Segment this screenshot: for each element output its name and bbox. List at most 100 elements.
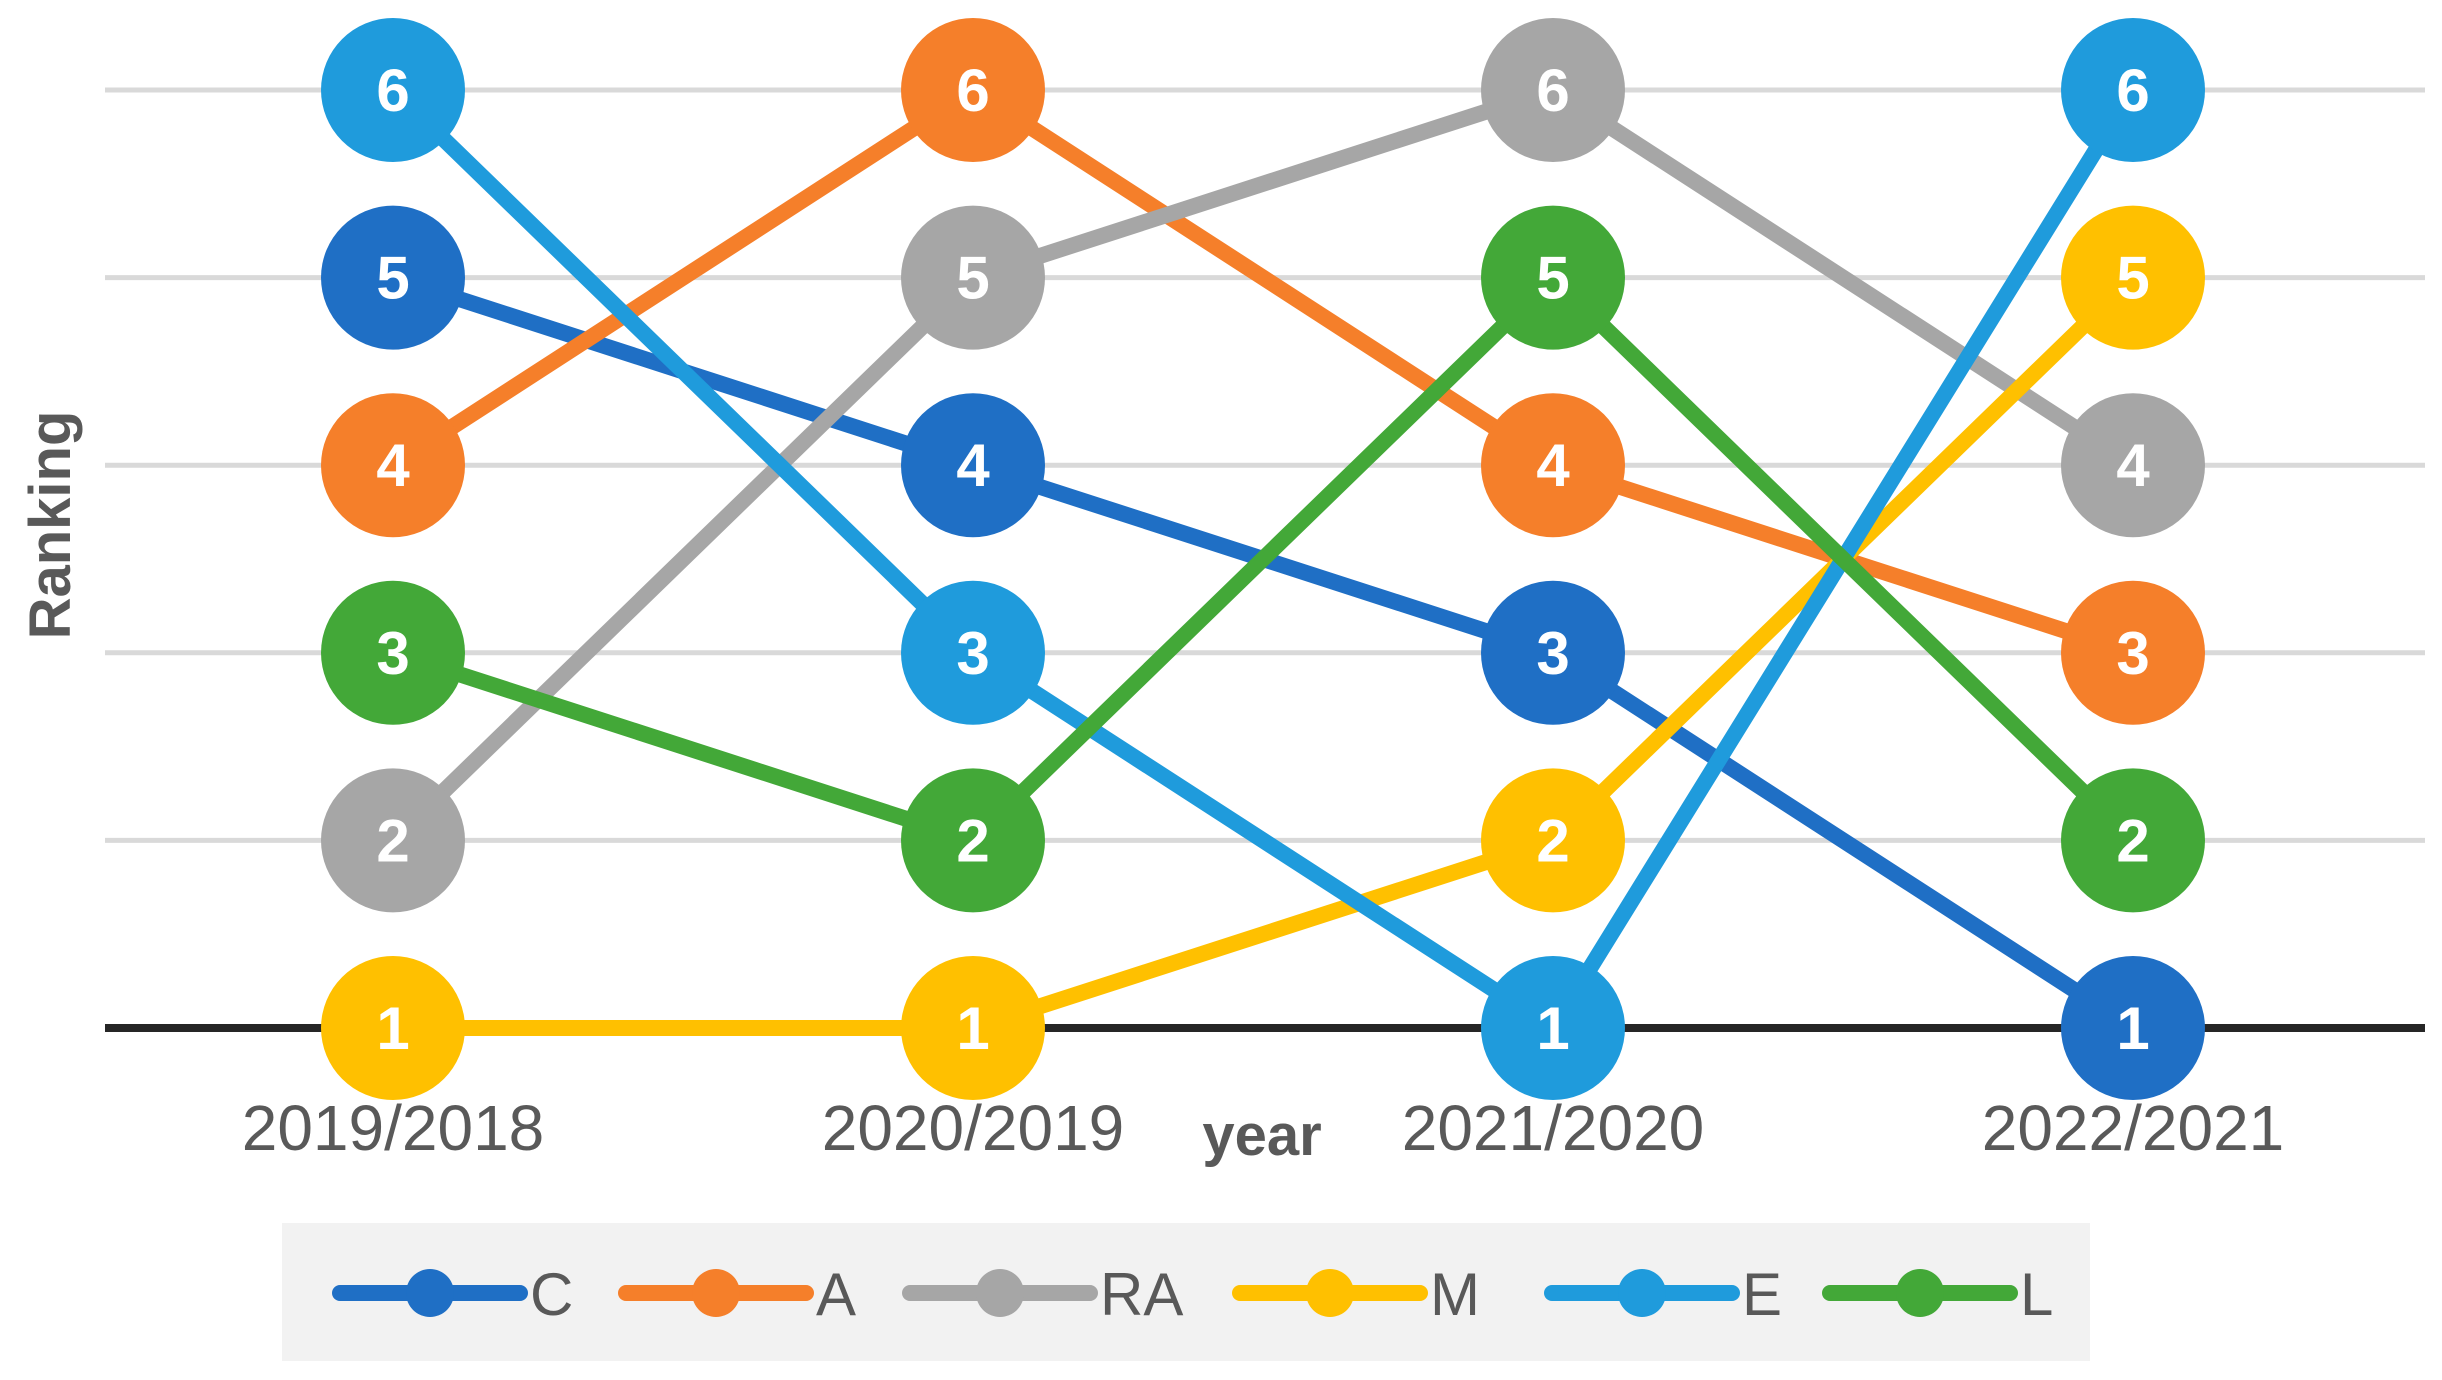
data-point-marker [2061,393,2205,538]
data-point-label: 5 [376,245,409,312]
data-point-c: 3 [1481,580,1625,725]
data-point-label: 1 [2116,995,2149,1062]
data-point-label: 2 [1536,807,1569,874]
x-tick-label: 2020/2019 [822,1092,1125,1164]
data-point-a: 4 [321,393,465,538]
x-tick-label: 2022/2021 [1982,1092,2285,1164]
x-tick-labels: 2019/2018 2020/2019 2021/2020 2022/2021 [242,1092,2285,1164]
x-tick-label: 2019/2018 [242,1092,545,1164]
data-point-m: 5 [2061,205,2205,350]
data-point-e: 6 [321,18,465,162]
data-point-label: 6 [2116,57,2149,124]
data-point-marker [901,205,1045,350]
data-point-marker [321,205,465,350]
data-point-label: 3 [956,620,989,687]
data-point-marker [2061,580,2205,725]
data-point-label: 2 [2116,807,2149,874]
data-point-a: 6 [901,18,1045,162]
data-point-marker [321,18,465,162]
data-point-c: 1 [2061,956,2205,1100]
data-point-marker [1481,956,1625,1100]
legend-background [282,1223,2090,1361]
data-point-marker [901,18,1045,162]
legend-swatch-marker [1896,1269,1944,1317]
legend-item-a[interactable]: A [618,1261,856,1328]
legend-label: C [530,1261,573,1328]
data-point-marker [1481,18,1625,162]
data-point-label: 4 [2116,432,2150,499]
data-point-a: 3 [2061,580,2205,725]
legend-item-ra[interactable]: RA [902,1261,1183,1328]
legend-label: E [1742,1261,1782,1328]
data-point-ra: 4 [2061,393,2205,538]
data-point-marker [1481,205,1625,350]
legend-label: A [816,1261,856,1328]
legend-swatch-marker [406,1269,454,1317]
data-point-label: 1 [956,995,989,1062]
data-point-ra: 5 [901,205,1045,350]
data-point-label: 5 [2116,245,2149,312]
data-point-l: 2 [901,768,1045,913]
data-point-marker [321,393,465,538]
data-point-marker [901,393,1045,538]
data-point-l: 2 [2061,768,2205,913]
legend-item-c[interactable]: C [332,1261,573,1328]
data-point-label: 3 [1536,620,1569,687]
data-point-marker [1481,393,1625,538]
legend-swatch-marker [1306,1269,1354,1317]
data-point-m: 2 [1481,768,1625,913]
data-point-marker [2061,18,2205,162]
data-point-marker [1481,580,1625,725]
legend-item-l[interactable]: L [1822,1261,2053,1328]
legend-item-e[interactable]: E [1544,1261,1782,1328]
data-point-c: 4 [901,393,1045,538]
data-point-marker [321,768,465,913]
series-markers: 5 4 3 1 4 6 4 3 2 5 6 4 1 1 2 5 6 3 1 6 3 2 5 2 [321,18,2205,1100]
data-point-a: 4 [1481,393,1625,538]
legend[interactable]: C A RA M E L [282,1223,2090,1361]
data-point-marker [901,580,1045,725]
data-point-label: 6 [956,57,989,124]
data-point-marker [321,956,465,1100]
data-point-label: 1 [376,995,409,1062]
data-point-marker [901,956,1045,1100]
series-lines [385,82,2141,1036]
x-axis-title: year [1202,1103,1321,1168]
data-point-e: 1 [1481,956,1625,1100]
data-point-label: 3 [376,620,409,687]
data-point-label: 4 [376,432,410,499]
legend-swatch-marker [976,1269,1024,1317]
legend-label: L [2020,1261,2053,1328]
data-point-label: 5 [1536,245,1569,312]
data-point-label: 2 [376,807,409,874]
data-point-e: 6 [2061,18,2205,162]
data-point-m: 1 [901,956,1045,1100]
data-point-marker [321,580,465,725]
data-point-l: 5 [1481,205,1625,350]
data-point-label: 1 [1536,995,1569,1062]
data-point-e: 3 [901,580,1045,725]
series-line-l [385,269,2141,849]
data-point-label: 3 [2116,620,2149,687]
x-tick-label: 2021/2020 [1402,1092,1705,1164]
legend-item-m[interactable]: M [1232,1261,1480,1328]
legend-label: RA [1100,1261,1183,1328]
data-point-c: 5 [321,205,465,350]
data-point-label: 4 [1536,432,1570,499]
data-point-marker [2061,768,2205,913]
data-point-marker [2061,956,2205,1100]
legend-swatch-marker [1618,1269,1666,1317]
data-point-label: 6 [376,57,409,124]
data-point-label: 2 [956,807,989,874]
legend-swatch-marker [692,1269,740,1317]
data-point-ra: 6 [1481,18,1625,162]
series-line-ra [385,82,2141,849]
data-point-label: 5 [956,245,989,312]
data-point-ra: 2 [321,768,465,913]
data-point-marker [901,768,1045,913]
data-point-l: 3 [321,580,465,725]
data-point-label: 4 [956,432,990,499]
y-axis-title: Ranking [18,411,83,640]
